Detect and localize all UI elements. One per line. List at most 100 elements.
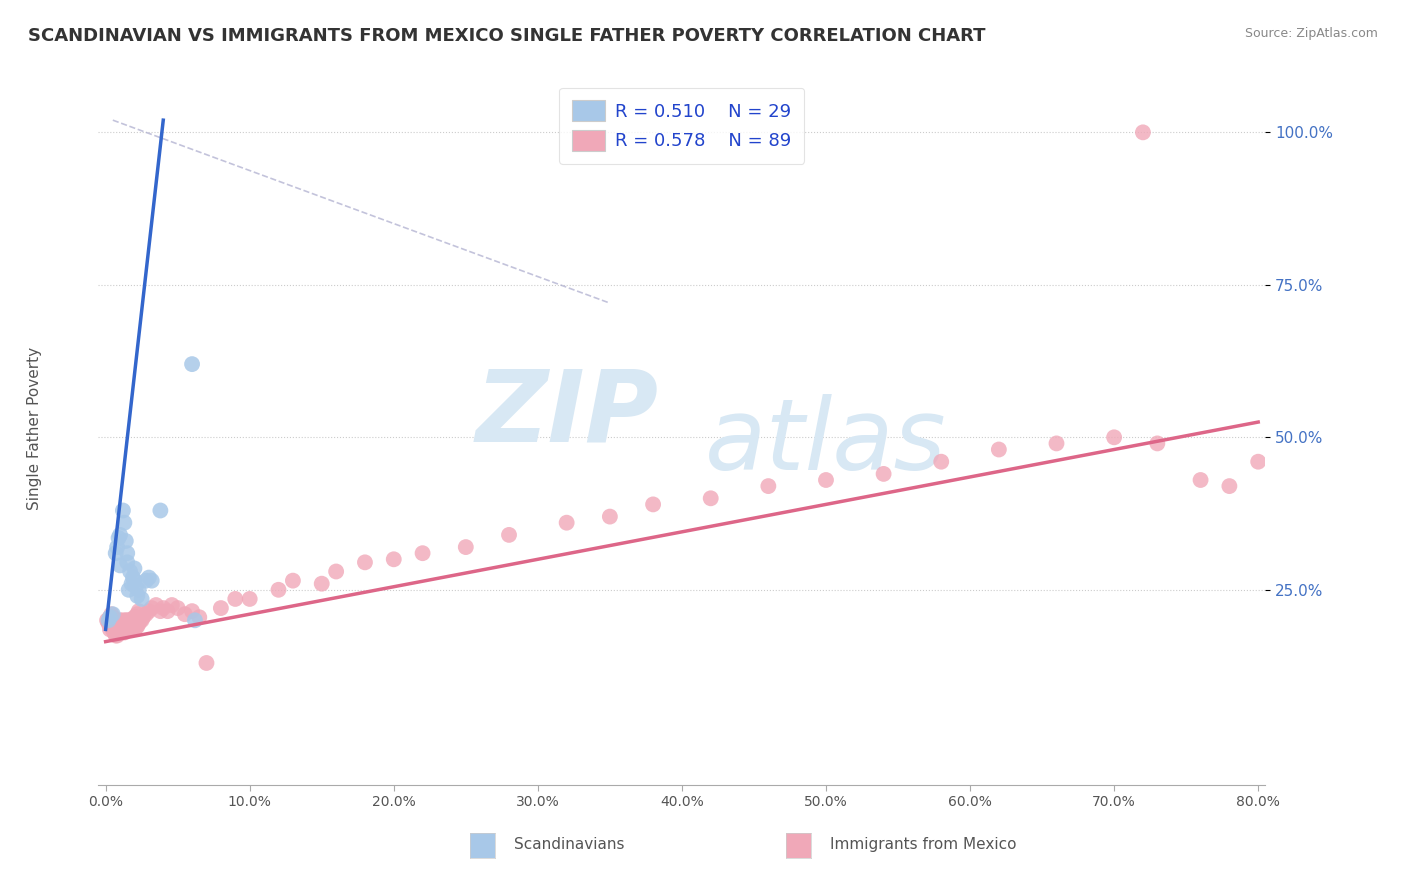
Point: [108, 613, 131, 627]
Point: [124, 561, 146, 575]
Point: [103, 613, 125, 627]
Point: [104, 546, 127, 560]
Point: [131, 613, 153, 627]
Point: [107, 616, 129, 631]
Point: [105, 540, 128, 554]
Point: [121, 613, 143, 627]
Point: [115, 623, 138, 637]
Point: [239, 591, 262, 606]
Point: [98, 610, 121, 624]
Point: [1045, 436, 1067, 450]
Point: [173, 607, 195, 622]
Point: [354, 555, 377, 569]
Point: [872, 467, 894, 481]
Point: [120, 565, 142, 579]
Point: [135, 574, 157, 588]
Point: [141, 574, 163, 588]
Point: [555, 516, 578, 530]
Point: [108, 528, 131, 542]
Point: [105, 616, 128, 631]
Point: [112, 616, 135, 631]
Point: [118, 616, 141, 631]
Point: [118, 619, 141, 633]
Point: [599, 509, 621, 524]
Point: [1218, 479, 1240, 493]
Point: [127, 607, 149, 622]
Point: [128, 582, 150, 597]
Point: [107, 625, 129, 640]
Point: [115, 546, 138, 560]
Point: [195, 656, 218, 670]
Point: [110, 625, 132, 640]
Point: [281, 574, 304, 588]
Point: [1247, 455, 1270, 469]
Point: [929, 455, 952, 469]
Point: [138, 571, 160, 585]
Point: [141, 601, 163, 615]
Point: [138, 604, 160, 618]
Point: [110, 616, 132, 631]
Point: [121, 619, 143, 633]
Point: [112, 625, 135, 640]
Point: [166, 601, 188, 615]
Point: [111, 623, 134, 637]
Text: atlas: atlas: [706, 394, 946, 491]
Point: [643, 497, 665, 511]
Point: [382, 552, 405, 566]
Text: SCANDINAVIAN VS IMMIGRANTS FROM MEXICO SINGLE FATHER POVERTY CORRELATION CHART: SCANDINAVIAN VS IMMIGRANTS FROM MEXICO S…: [28, 27, 986, 45]
Point: [125, 621, 148, 635]
Point: [454, 540, 477, 554]
Point: [104, 628, 127, 642]
Point: [412, 546, 434, 560]
Point: [498, 528, 520, 542]
Point: [115, 555, 138, 569]
Point: [98, 610, 121, 624]
Point: [111, 503, 134, 517]
Point: [120, 613, 142, 627]
Point: [125, 610, 148, 624]
Point: [121, 576, 143, 591]
Point: [111, 613, 134, 627]
Text: Immigrants from Mexico: Immigrants from Mexico: [830, 837, 1017, 852]
Point: [101, 623, 124, 637]
Point: [267, 582, 290, 597]
Point: [114, 533, 136, 548]
Point: [181, 357, 204, 371]
Point: [101, 610, 124, 624]
Point: [127, 619, 149, 633]
Point: [132, 610, 155, 624]
Point: [97, 613, 120, 627]
Point: [152, 601, 174, 615]
Point: [145, 598, 167, 612]
Point: [131, 591, 153, 606]
Point: [108, 558, 131, 573]
Point: [101, 607, 124, 622]
Point: [156, 604, 179, 618]
Point: [184, 613, 207, 627]
Point: [129, 613, 152, 627]
Point: [115, 613, 138, 627]
Point: [125, 580, 148, 594]
Point: [181, 604, 204, 618]
Point: [107, 531, 129, 545]
Point: [756, 479, 779, 493]
Point: [128, 604, 150, 618]
Point: [135, 607, 157, 622]
Point: [128, 616, 150, 631]
Legend: R = 0.510    N = 29, R = 0.578    N = 89: R = 0.510 N = 29, R = 0.578 N = 89: [560, 87, 804, 163]
Text: Source: ZipAtlas.com: Source: ZipAtlas.com: [1244, 27, 1378, 40]
Point: [122, 612, 145, 626]
Point: [311, 576, 333, 591]
Point: [112, 516, 135, 530]
Point: [124, 610, 146, 624]
Text: ZIP: ZIP: [475, 366, 658, 462]
Point: [1132, 125, 1154, 139]
Point: [209, 601, 232, 615]
Text: Scandinavians: Scandinavians: [513, 837, 624, 852]
Point: [1189, 473, 1212, 487]
Point: [120, 623, 142, 637]
Point: [96, 613, 118, 627]
Point: [814, 473, 837, 487]
Point: [114, 623, 136, 637]
Point: [124, 619, 146, 633]
